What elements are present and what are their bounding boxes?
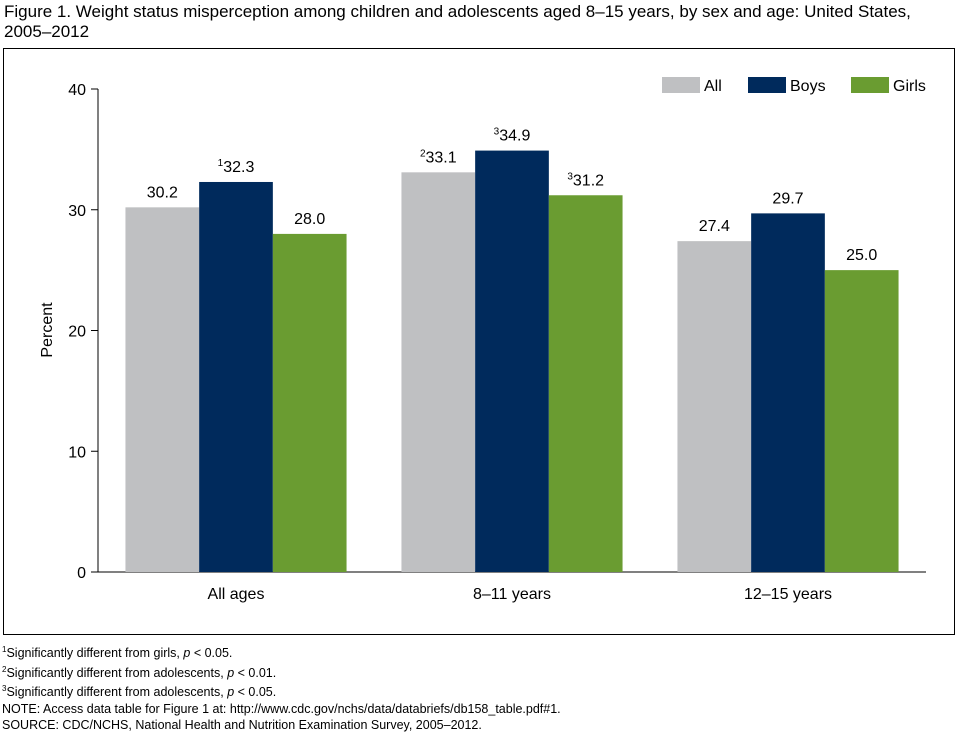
value-label: 28.0 — [294, 211, 325, 228]
footnote-text: Significantly different from girls, — [6, 646, 180, 660]
value-label: 30.2 — [147, 184, 178, 201]
value-label-text: 33.1 — [426, 149, 457, 166]
footnote-text: Significantly different from adolescents… — [6, 685, 224, 699]
value-label: 27.4 — [699, 218, 730, 235]
legend-swatch — [748, 77, 786, 93]
bar — [125, 207, 200, 572]
y-tick-label: 10 — [68, 444, 86, 461]
value-note: 3 — [494, 127, 500, 138]
value-label-text: 27.4 — [699, 218, 730, 235]
value-note: 2 — [420, 148, 426, 159]
footnote: 2Significantly different from adolescent… — [2, 662, 561, 682]
bar — [751, 213, 825, 572]
bar — [272, 233, 347, 572]
bar — [677, 241, 752, 572]
bar — [548, 195, 623, 572]
footnote: 3Significantly different from adolescent… — [2, 681, 561, 701]
bar — [199, 181, 273, 573]
source: SOURCE: CDC/NCHS, National Health and Nu… — [2, 718, 482, 732]
chart-title: Figure 1. Weight status misperception am… — [4, 2, 911, 41]
note: NOTE: Access data table for Figure 1 at:… — [2, 701, 561, 716]
y-axis-label: Percent — [39, 302, 56, 358]
footnote-italic: p — [227, 685, 235, 699]
bar — [401, 172, 476, 572]
value-label: 331.2 — [567, 171, 604, 189]
value-label-text: 32.3 — [223, 159, 254, 176]
y-tick-label: 20 — [68, 324, 86, 341]
bar — [824, 270, 899, 572]
value-label-text: 31.2 — [573, 172, 604, 189]
x-tick-label: All ages — [208, 586, 265, 603]
legend-label: All — [704, 78, 722, 95]
value-label-text: 34.9 — [499, 128, 530, 145]
value-label-text: 25.0 — [846, 247, 877, 264]
legend-label: Boys — [790, 78, 826, 95]
x-tick-label: 8–11 years — [473, 586, 551, 603]
value-note: 3 — [567, 171, 573, 182]
legend-swatch — [851, 77, 889, 93]
value-label: 132.3 — [218, 158, 255, 176]
value-label: 334.9 — [494, 127, 531, 145]
footnote-text: Significantly different from adolescents… — [6, 665, 224, 680]
legend-label: Girls — [893, 78, 926, 95]
footnote-italic: p — [227, 665, 235, 680]
value-label: 233.1 — [420, 148, 457, 166]
chart-frame — [3, 48, 955, 635]
value-label: 29.7 — [772, 190, 803, 207]
value-label-text: 29.7 — [772, 190, 803, 207]
chart: Percent 0 10 20 30 40 All ages 30.2 132.3 28.0 8–… — [39, 77, 926, 603]
footnotes: 1Significantly different from girls, p <… — [2, 642, 561, 734]
value-note: 1 — [218, 158, 224, 169]
legend-swatch — [662, 77, 700, 93]
bar — [475, 150, 549, 572]
footnote-mark: 3 — [2, 684, 7, 693]
y-tick-label: 30 — [68, 203, 86, 220]
value-label: 25.0 — [846, 247, 877, 264]
footnote-mark: 1 — [2, 645, 7, 654]
y-tick-label: 40 — [68, 82, 86, 99]
footnote-after: < 0.01. — [237, 665, 277, 680]
footnote: 1Significantly different from girls, p <… — [2, 642, 561, 662]
x-tick-label: 12–15 years — [744, 586, 832, 603]
value-label-text: 30.2 — [147, 184, 178, 201]
footnote-after: < 0.05. — [237, 685, 277, 699]
footnote-after: < 0.05. — [193, 646, 233, 660]
y-tick-label: 0 — [77, 565, 86, 582]
value-label-text: 28.0 — [294, 211, 325, 228]
footnote-mark: 2 — [2, 664, 7, 674]
footnote-italic: p — [183, 646, 191, 660]
